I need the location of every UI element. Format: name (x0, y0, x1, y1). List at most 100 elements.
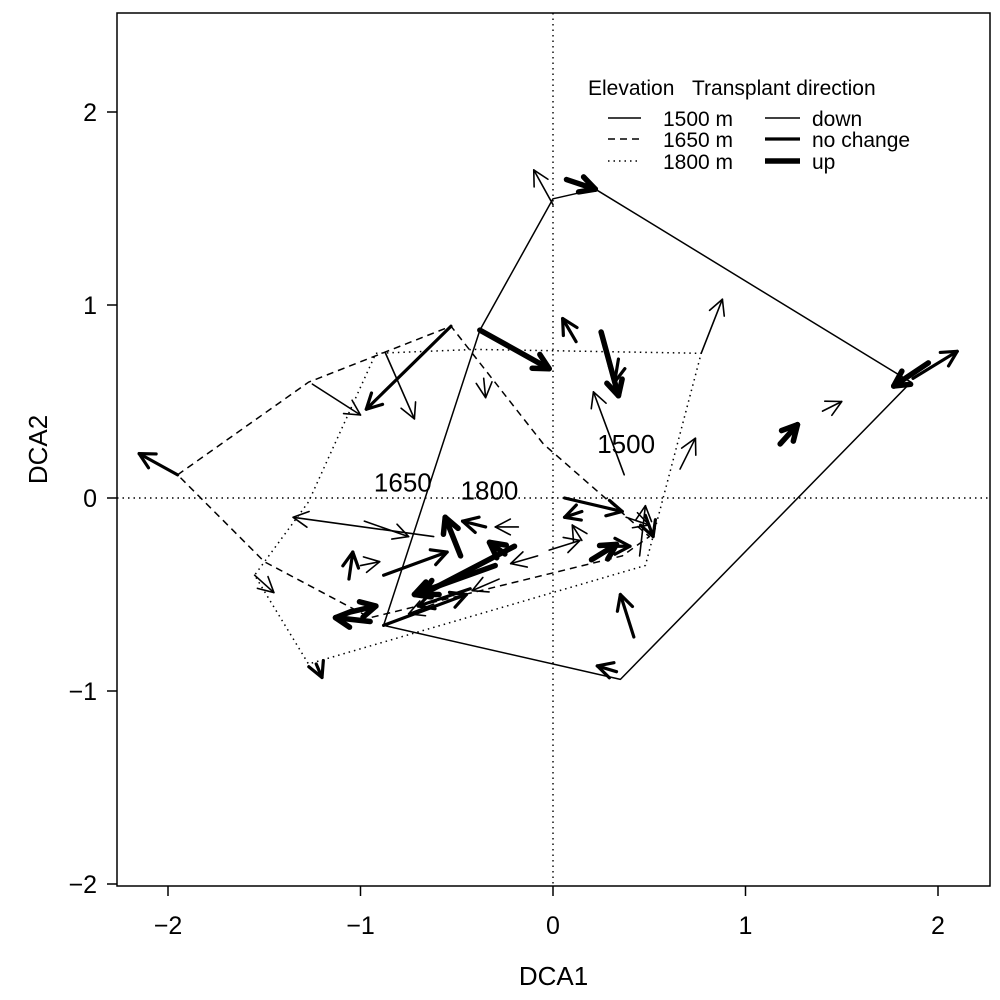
arrow-shaft (598, 329, 622, 399)
arrow-shaft (911, 349, 959, 380)
arrow-head (529, 351, 552, 372)
arrow-head (613, 536, 632, 556)
x-tick-label: −1 (346, 912, 375, 940)
arrow-down (292, 510, 435, 538)
arrow-down (509, 551, 539, 568)
arrow-shaft (561, 316, 578, 344)
arrow-no-change (561, 316, 579, 344)
arrow-shaft (890, 360, 932, 389)
arrow-head (411, 579, 434, 600)
arrow-shaft (384, 352, 416, 420)
arrow-head (604, 498, 624, 518)
hull-1650-m (176, 325, 651, 619)
arrow-head (486, 539, 510, 561)
legend-label-elevation: 1650 m (663, 129, 733, 152)
arrow-shaft (548, 539, 581, 551)
legend-label-direction: down (812, 108, 862, 131)
arrow-up (563, 174, 599, 195)
arrow-no-change (382, 548, 449, 577)
y-tick-label: 2 (83, 99, 97, 127)
arrow-down (363, 520, 410, 540)
arrow-shaft (364, 324, 453, 411)
arrow-down (821, 400, 843, 417)
arrow-down (625, 511, 651, 529)
arrow-head (362, 556, 381, 574)
arrow-head (364, 391, 385, 411)
arrow-shaft (618, 592, 636, 639)
arrow-down (475, 377, 493, 399)
arrow-no-change (307, 658, 325, 680)
arrow-head (631, 511, 651, 529)
y-tick-label: 0 (83, 485, 97, 513)
arrow-up (348, 599, 379, 620)
arrow-head (561, 316, 579, 338)
arrow-no-change (364, 324, 453, 411)
arrow-head (708, 298, 726, 317)
arrow-no-change (460, 515, 488, 535)
arrow-down (311, 383, 362, 416)
arrow-up (598, 329, 625, 399)
arrow-head (471, 576, 490, 593)
arrow-shaft (638, 504, 647, 557)
arrow-no-change (615, 592, 636, 639)
arrow-head (475, 381, 493, 399)
legend-label-elevation: 1500 m (663, 108, 733, 131)
arrow-down (532, 169, 554, 206)
arrow-no-change (607, 357, 627, 384)
arrow-down (679, 437, 697, 470)
arrow-down (635, 504, 653, 557)
arrow-shaft (571, 524, 583, 542)
x-axis-title: DCA1 (519, 961, 588, 991)
arrow-shaft (137, 452, 180, 477)
y-tick-label: 1 (83, 292, 97, 320)
arrow-up (890, 360, 932, 389)
arrow-up (486, 539, 510, 561)
arrow-shaft (407, 603, 435, 615)
arrow-shaft (471, 578, 500, 592)
arrow-down (571, 524, 588, 543)
arrow-shaft (442, 514, 464, 559)
arrow-down (359, 556, 381, 574)
arrow-head (562, 503, 583, 522)
arrow-head (460, 515, 481, 535)
arrow-shaft (592, 391, 626, 476)
axes: −2 −1 0 1 2 −2 −1 0 1 2 (68, 99, 944, 940)
arrow-head (440, 514, 461, 537)
arrow-head (494, 518, 512, 536)
arrow-head (615, 592, 635, 613)
arrow-down (407, 600, 435, 617)
arrow-up (440, 514, 464, 559)
arrow-shaft (292, 516, 435, 538)
group-label-layer: 1500 1650 1800 (374, 429, 655, 505)
arrow-down (253, 574, 275, 594)
arrow-up (477, 327, 552, 372)
x-tick-label: −2 (154, 912, 183, 940)
legend-title-elevation: Elevation (588, 77, 674, 100)
arrow-down (590, 391, 626, 476)
arrow-shaft (359, 560, 381, 567)
arrow-head (307, 658, 325, 680)
arrow-head (292, 510, 310, 528)
arrow-down (494, 518, 520, 536)
arrow-no-change (597, 536, 632, 556)
arrow-head (341, 550, 361, 570)
arrow-shaft (625, 516, 651, 526)
y-tick-label: −1 (68, 678, 97, 706)
legend-label-direction: up (812, 151, 835, 174)
arrow-head (604, 376, 625, 399)
arrow-no-change (137, 452, 180, 477)
arrow-head (638, 518, 657, 539)
arrow-up (411, 562, 498, 600)
arrow-shaft (679, 437, 697, 470)
group-label-1650: 1650 (374, 468, 432, 498)
arrow-no-change (595, 661, 619, 680)
reference-lines (117, 13, 990, 886)
arrow-head (590, 391, 607, 410)
arrow-head (607, 364, 627, 384)
arrow-head (532, 169, 549, 188)
arrow-down (700, 298, 726, 355)
arrow-down (471, 576, 500, 593)
arrow-shaft (821, 400, 843, 412)
arrow-head (400, 401, 417, 420)
arrow-layer (137, 169, 959, 680)
